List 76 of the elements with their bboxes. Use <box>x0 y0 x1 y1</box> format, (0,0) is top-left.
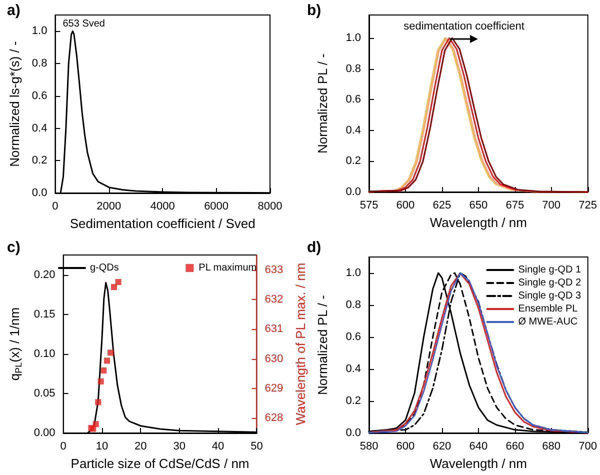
x-tick-label: 0 <box>60 440 66 452</box>
y-tick-label: 0.2 <box>32 154 48 167</box>
legend-label: Ø MWE-AUC <box>518 316 578 328</box>
annotation: sedimentation coefficient <box>404 20 524 32</box>
y2-tick-label: 632 <box>264 294 284 306</box>
y2-tick-label: 630 <box>264 352 284 365</box>
y-tick-label: 1.0 <box>346 32 361 44</box>
y-tick-label: 0.15 <box>34 308 56 320</box>
x-axis-title: Sedimentation coefficient / Sved <box>70 216 256 231</box>
x-tick-label: 700 <box>578 440 598 452</box>
y2-tick-label: 631 <box>264 323 284 336</box>
y-tick-label: 0.2 <box>346 395 361 407</box>
x-tick-label: 580 <box>360 440 378 452</box>
x-tick-label: 40 <box>212 440 224 452</box>
chart-title: c) <box>7 239 20 256</box>
legend-label: g-QDs <box>90 262 119 274</box>
x-tick-label: 575 <box>360 200 378 212</box>
x-tick-label: 10 <box>96 440 108 452</box>
x-tick-label: 6000 <box>204 200 229 212</box>
legend-label: PL maximum <box>198 262 257 274</box>
x-tick-label: 0 <box>52 200 58 212</box>
y-tick-label: 0.6 <box>346 94 361 106</box>
x-tick-label: 2000 <box>96 200 122 212</box>
x-tick-label: 660 <box>506 440 524 452</box>
x-tick-label: 30 <box>173 440 186 452</box>
y2-tick-label: 628 <box>264 412 284 424</box>
y-tick-label: 0.6 <box>346 331 361 343</box>
legend-label: Single g-QD 1 <box>518 264 582 276</box>
y-tick-label: 1.0 <box>346 267 361 279</box>
y2-tick-label: 629 <box>264 382 284 394</box>
x-tick-label: 20 <box>134 440 147 452</box>
x-tick-label: 675 <box>506 200 524 212</box>
chart-title: d) <box>307 239 322 256</box>
x-tick-label: 600 <box>396 200 415 212</box>
x-tick-label: 8000 <box>258 200 282 212</box>
y-tick-label: 1.0 <box>32 25 48 38</box>
y2-tick-label: 633 <box>264 264 284 276</box>
y-tick-label: 0.8 <box>32 58 48 70</box>
x-tick-label: 50 <box>250 440 263 452</box>
x-tick-label: 620 <box>432 440 452 452</box>
y-tick-label: 0.0 <box>32 187 48 199</box>
x-tick-label: 640 <box>469 440 488 452</box>
x-tick-label: 680 <box>542 440 561 452</box>
x-tick-label: 600 <box>396 440 415 452</box>
y-tick-label: 0.6 <box>32 90 48 102</box>
y2-axis-title: Wavelength of PL max. / nm <box>293 262 308 426</box>
chart-title: b) <box>307 2 322 19</box>
annotation: 653 Sved <box>62 18 105 30</box>
y-tick-label: 0.10 <box>34 348 56 360</box>
y-axis-title: qPL(x) / 1/nm <box>7 307 24 381</box>
x-axis-title: Wavelength / nm <box>430 456 527 471</box>
y-tick-label: 0.4 <box>32 122 48 134</box>
y-tick-label: 0.8 <box>346 62 361 75</box>
y-tick-label: 0.8 <box>346 299 361 311</box>
x-tick-label: 4000 <box>150 200 175 212</box>
y-tick-label: 0.00 <box>34 427 56 439</box>
x-tick-label: 650 <box>469 200 488 212</box>
y-axis-title: Normalized PL / - <box>315 54 330 154</box>
y-tick-label: 0.0 <box>346 427 361 439</box>
y-tick-label: 0.0 <box>346 186 361 198</box>
x-axis-title: Particle size of CdSe/CdS / nm <box>70 456 250 471</box>
legend-label: Single g-QD 3 <box>518 290 582 302</box>
y-tick-label: 0.4 <box>346 363 361 375</box>
legend-label: Single g-QD 2 <box>518 278 582 288</box>
chart-title: a) <box>7 2 20 19</box>
x-axis-title: Wavelength / nm <box>430 215 527 230</box>
y-tick-label: 0.4 <box>346 124 361 136</box>
y-tick-label: 0.2 <box>346 155 361 168</box>
x-tick-label: 700 <box>542 200 561 212</box>
y-axis-title: Normalized ls-g*(s) / - <box>7 41 22 167</box>
y-tick-label: 0.05 <box>34 387 56 400</box>
x-tick-label: 725 <box>578 200 598 212</box>
y-tick-label: 0.20 <box>34 268 56 281</box>
y-axis-title: Normalized PL / - <box>315 295 330 395</box>
x-tick-label: 625 <box>432 200 452 212</box>
legend-label: Ensemble PL <box>518 304 578 314</box>
